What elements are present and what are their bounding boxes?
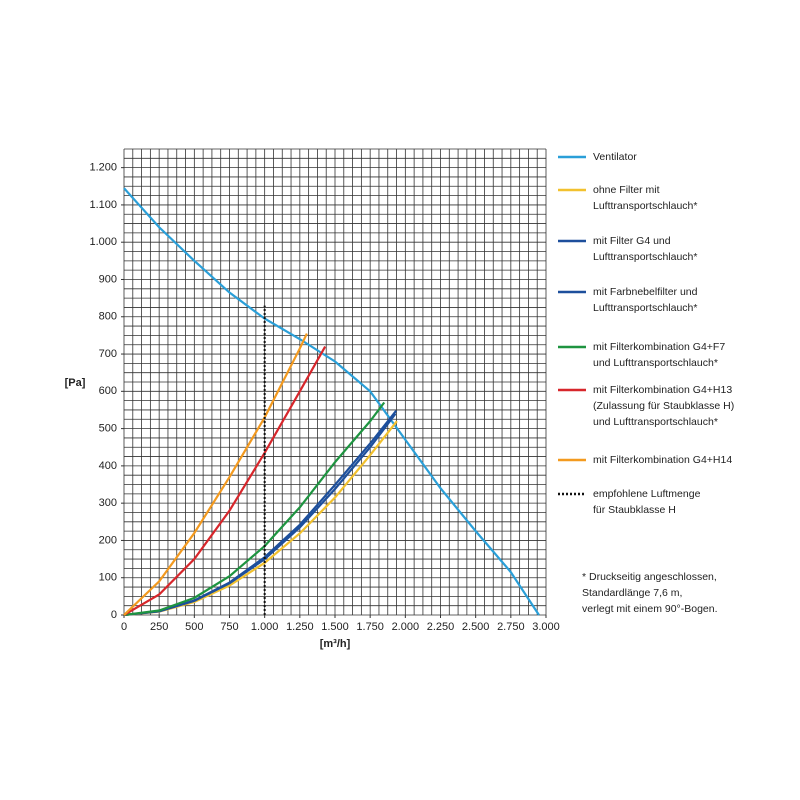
legend-label: mit Filter G4 und Lufttransportschlauch* [593,235,698,263]
legend-label: mit Filterkombination G4+H13 (Zulassung … [593,384,735,428]
y-tick-label: 600 [99,385,117,397]
y-tick-label: 200 [99,534,117,546]
legend-label: ohne Filter mit Lufttransportschlauch* [593,184,698,212]
legend-label: mit Filterkombination G4+F7 und Lufttran… [593,341,726,369]
legend-label: empfohlene Luftmenge für Staubklasse H [593,488,701,516]
y-tick-label: 1.200 [89,162,117,174]
x-tick-label: 1.000 [251,621,279,633]
y-tick-label: 500 [99,423,117,435]
x-tick-label: 2.750 [497,621,525,633]
y-tick-label: 700 [99,348,117,360]
legend-label: Ventilator [593,151,637,163]
x-tick-label: 1.250 [286,621,314,633]
y-tick-label: 1.100 [89,199,117,211]
x-tick-label: 2.250 [427,621,455,633]
y-tick-label: 400 [99,460,117,472]
x-axis-label: [m³/h] [320,638,351,650]
x-tick-label: 3.000 [532,621,560,633]
x-tick-label: 1.750 [356,621,384,633]
x-tick-label: 1.500 [321,621,349,633]
x-tick-label: 2.000 [392,621,420,633]
y-tick-label: 0 [111,609,117,621]
y-tick-label: 1.000 [89,236,117,248]
x-tick-label: 750 [220,621,238,633]
y-tick-label: 300 [99,497,117,509]
legend-label: mit Farbnebelfilter und Lufttransportsch… [593,286,698,314]
x-tick-label: 0 [121,621,127,633]
y-tick-label: 100 [99,572,117,584]
series-line [123,346,327,616]
series-line [123,333,308,616]
x-tick-label: 500 [185,621,203,633]
y-tick-label: 800 [99,311,117,323]
y-axis-label: [Pa] [65,377,86,389]
x-tick-label: 2.500 [462,621,490,633]
legend-label: mit Filterkombination G4+H14 [593,454,733,466]
y-tick-label: 900 [99,273,117,285]
series-line [123,413,397,617]
series-line [123,187,540,616]
footnote: * Druckseitig angeschlossen, Standardlän… [582,571,718,615]
x-tick-label: 250 [150,621,168,633]
series-line [123,420,398,617]
